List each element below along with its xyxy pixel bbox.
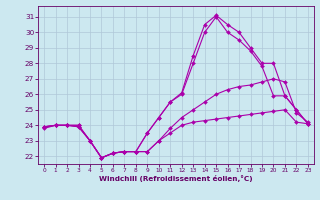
X-axis label: Windchill (Refroidissement éolien,°C): Windchill (Refroidissement éolien,°C) [99,175,253,182]
